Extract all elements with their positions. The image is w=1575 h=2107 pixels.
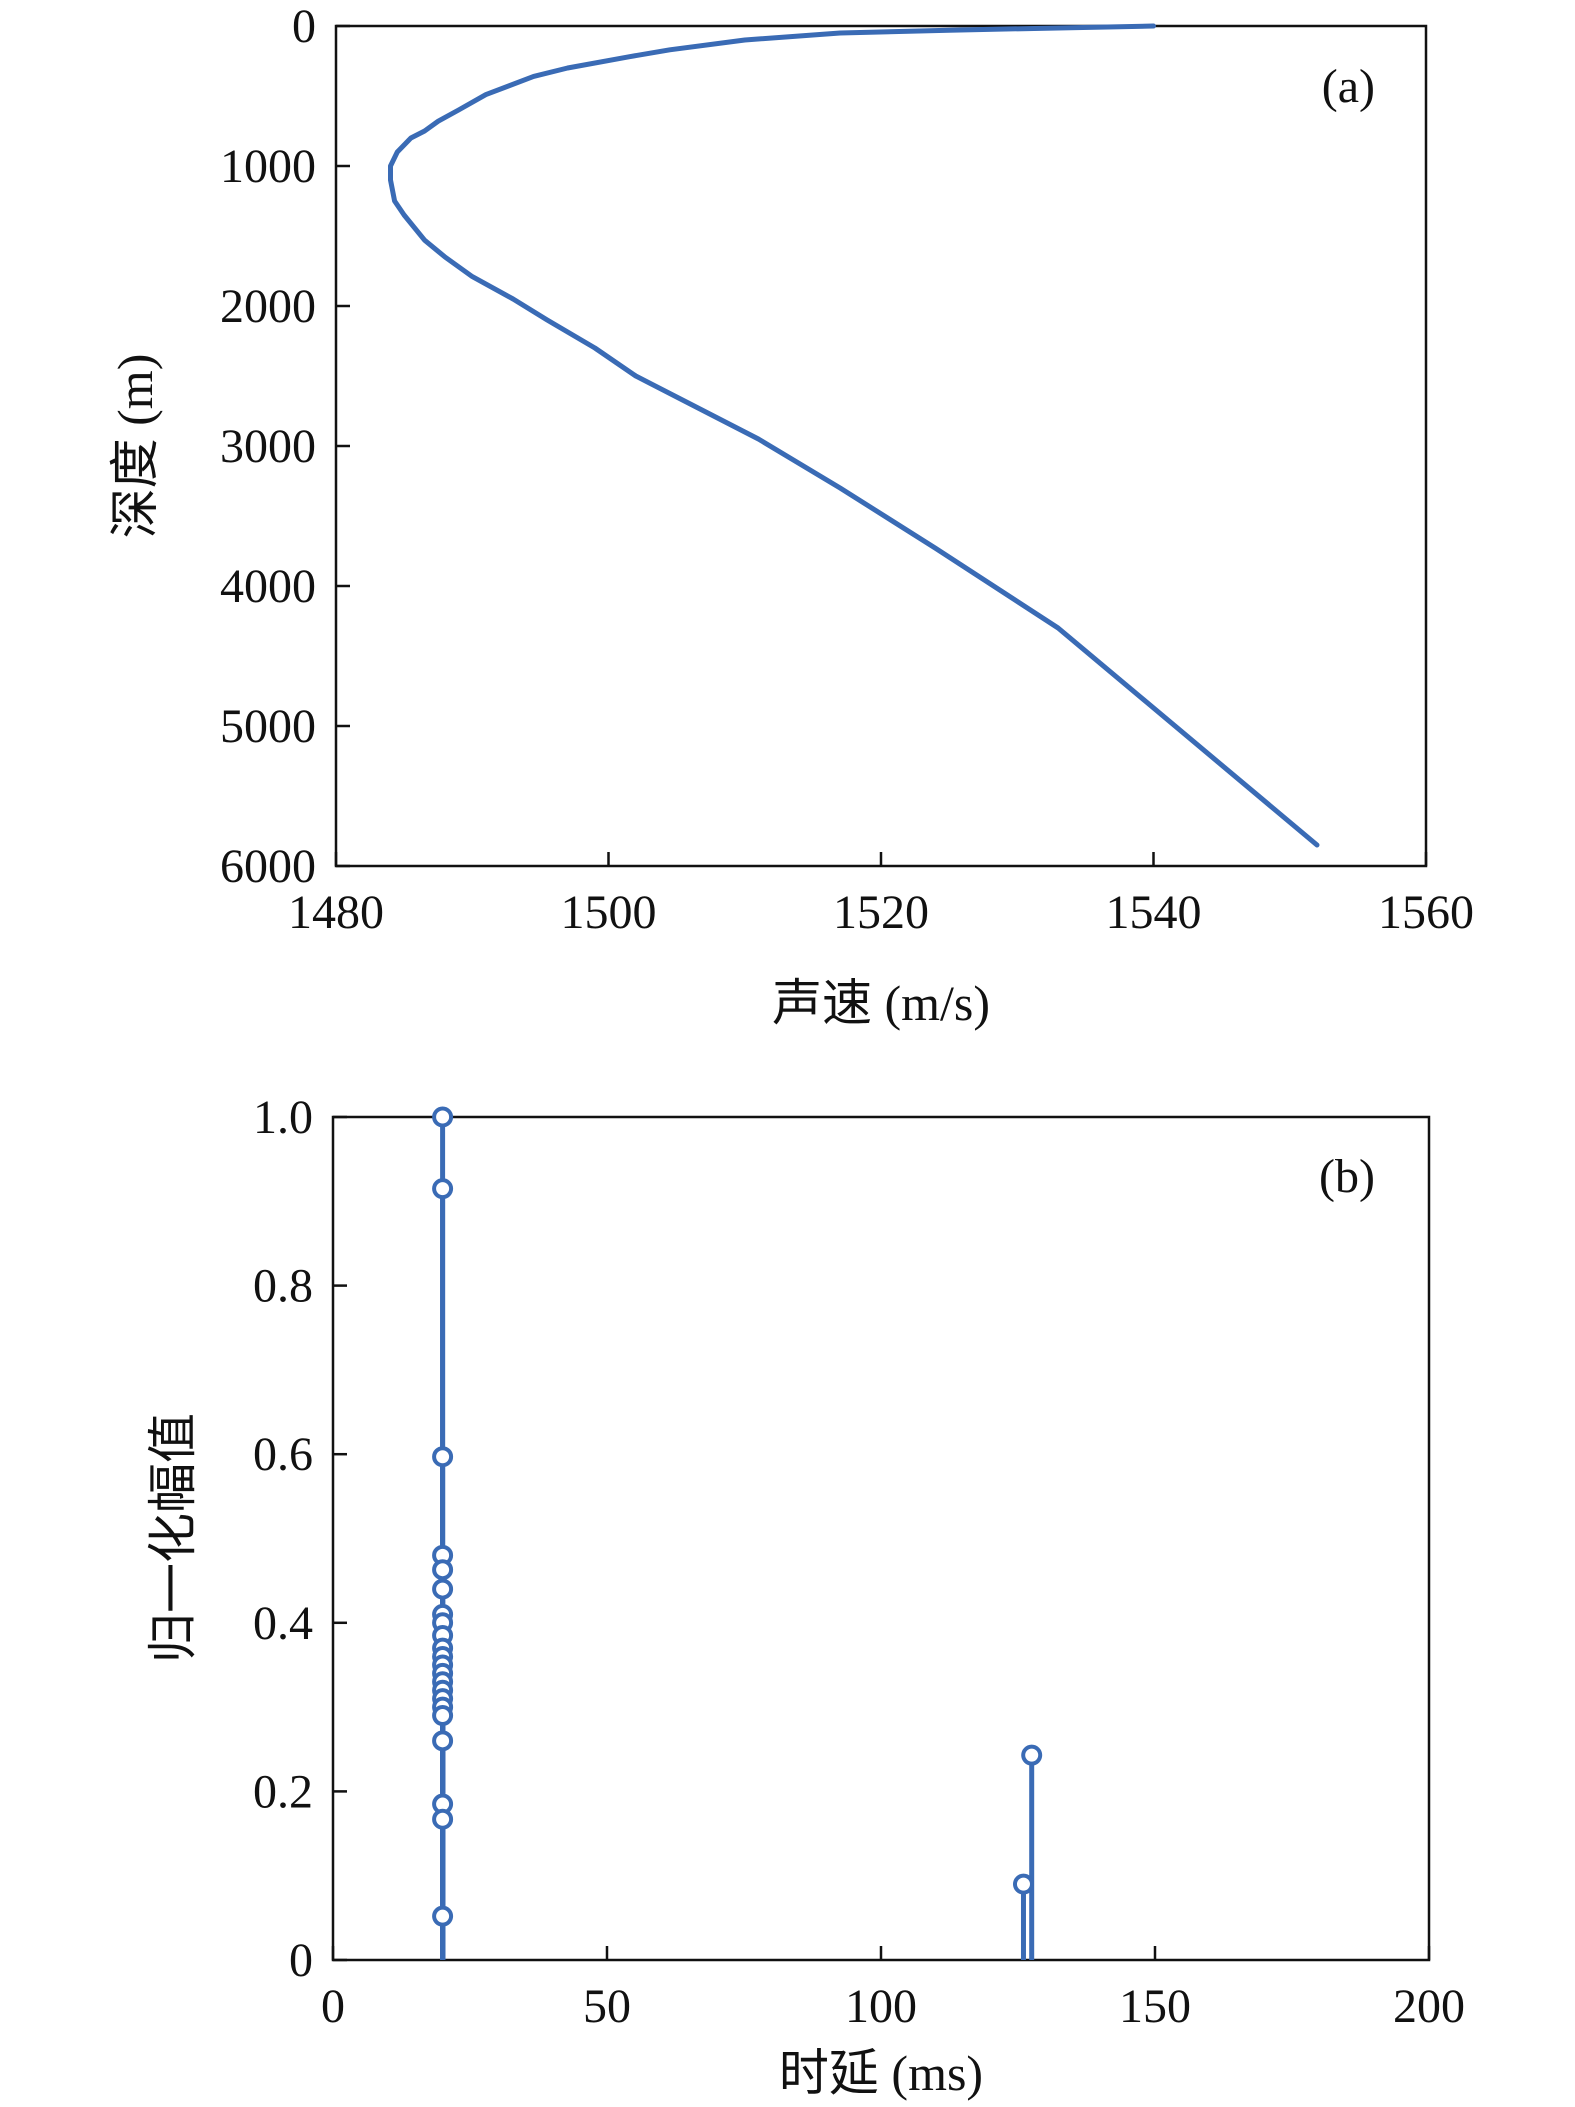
plot-marks-b	[432, 1106, 1043, 1960]
axis-ticks-b	[331, 1115, 1431, 1962]
x-tick-label-b: 50	[583, 1980, 631, 2033]
sound-speed-line	[388, 23, 1320, 848]
stem-marker	[432, 1446, 454, 1468]
y-tick-label-b: 0.6	[253, 1428, 313, 1481]
y-tick-label-b: 0.2	[253, 1765, 313, 1818]
x-tick-label-a: 1500	[561, 886, 657, 939]
y-tick-label-a: 3000	[220, 420, 316, 473]
axis-ticks-a	[334, 24, 1428, 868]
x-tick-label-b: 200	[1393, 1980, 1465, 2033]
stem-marker	[432, 1178, 454, 1200]
x-tick-label-b: 0	[321, 1980, 345, 2033]
stem-marker	[432, 1705, 454, 1727]
y-tick-label-b: 0	[289, 1934, 313, 1987]
y-tick-label-a: 4000	[220, 560, 316, 613]
y-tick-labels-a: 0 1000 2000 3000 4000 5000 6000	[220, 0, 316, 893]
y-tick-label-a: 1000	[220, 140, 316, 193]
stem-marker	[432, 1905, 454, 1927]
stem-marker	[1012, 1873, 1034, 1895]
y-tick-label-b: 0.8	[253, 1260, 313, 1313]
plot-marks-a	[388, 23, 1320, 848]
y-tick-label-b: 0.4	[253, 1597, 313, 1650]
x-tick-label-b: 100	[845, 1980, 917, 2033]
y-tick-label-b: 1.0	[253, 1091, 313, 1144]
stem-marker	[432, 1730, 454, 1752]
delay-amplitude-chart: 0 50 100 150 200 0 0.2 0.4 0.6 0.8 1.0 (b) 时延 (ms…	[145, 1091, 1465, 2101]
plot-frame-a	[334, 24, 1428, 868]
y-axis-label-b: 归一化幅值	[145, 1413, 201, 1663]
x-axis-label-b: 时延 (ms)	[779, 2045, 983, 2101]
x-tick-label-b: 150	[1119, 1980, 1191, 2033]
y-tick-label-a: 2000	[220, 280, 316, 333]
sound-speed-profile-chart: 1480 1500 1520 1540 1560 0 1000 2000 3000 4000 50…	[107, 0, 1474, 1031]
x-tick-label-a: 1520	[833, 886, 929, 939]
x-tick-label-a: 1480	[288, 886, 384, 939]
x-tick-label-a: 1560	[1378, 886, 1474, 939]
plot-frame-b	[331, 1115, 1431, 1962]
stem-marker	[432, 1808, 454, 1830]
y-tick-label-a: 5000	[220, 700, 316, 753]
x-tick-labels-a: 1480 1500 1520 1540 1560	[288, 886, 1474, 939]
stem-marker	[432, 1559, 454, 1581]
y-tick-label-a: 6000	[220, 840, 316, 893]
y-tick-label-a: 0	[292, 0, 316, 53]
stem-marker	[1021, 1744, 1043, 1766]
stem-marker	[432, 1578, 454, 1600]
x-tick-label-a: 1540	[1106, 886, 1202, 939]
panel-label-b: (b)	[1319, 1150, 1375, 1203]
x-axis-label-a: 声速 (m/s)	[772, 975, 990, 1031]
x-tick-labels-b: 0 50 100 150 200	[321, 1980, 1465, 2033]
y-tick-labels-b: 0 0.2 0.4 0.6 0.8 1.0	[253, 1091, 313, 1987]
y-axis-label-a: 深度 (m)	[107, 354, 163, 539]
panel-label-a: (a)	[1322, 60, 1375, 113]
stem-marker	[432, 1106, 454, 1128]
